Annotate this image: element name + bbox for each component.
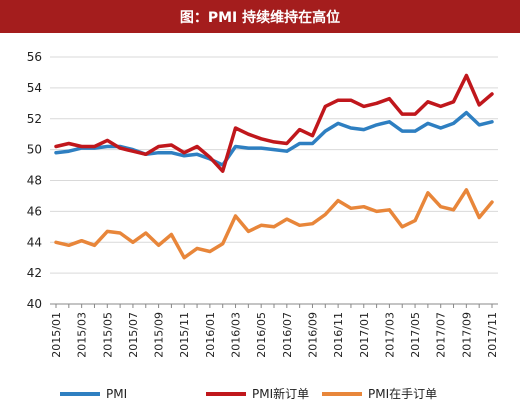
y-tick-label: 56 <box>27 50 42 64</box>
y-tick-label: 44 <box>27 235 42 249</box>
y-tick-label: 50 <box>27 143 42 157</box>
x-tick-label: 2015/11 <box>178 312 191 358</box>
chart-title: 图：PMI 持续维持在高位 <box>0 0 520 33</box>
series-lines <box>54 73 494 260</box>
x-tick-label: 2017/07 <box>435 312 448 358</box>
legend-label-2: PMI在手订单 <box>368 387 437 401</box>
x-tick-label: 2015/09 <box>153 312 166 358</box>
x-tick-label: 2016/01 <box>204 312 217 358</box>
y-tick-label: 48 <box>27 174 42 188</box>
x-tick-label: 2015/01 <box>50 312 63 358</box>
legend-label-0: PMI <box>106 387 127 401</box>
x-tick-label: 2016/11 <box>332 312 345 358</box>
series-line-2 <box>54 188 494 260</box>
x-tick-label: 2017/05 <box>409 312 422 358</box>
x-tick-label: 2015/07 <box>127 312 140 358</box>
series-line-1 <box>54 73 494 173</box>
x-axis: 2015/01 2015/03 2015/05 2015/07 2015/09 2015/… <box>50 303 499 358</box>
x-tick-label: 2016/09 <box>306 312 319 358</box>
y-tick-label: 52 <box>27 112 42 126</box>
x-tick-label: 2015/03 <box>76 312 89 358</box>
y-tick-label: 42 <box>27 266 42 280</box>
y-tick-label: 54 <box>27 81 42 95</box>
x-tick-label: 2017/09 <box>460 312 473 358</box>
x-tick-label: 2017/11 <box>486 312 499 358</box>
legend-label-1: PMI新订单 <box>252 386 309 401</box>
legend: PMI PMI新订单 PMI在手订单 <box>60 386 437 401</box>
x-tick-label: 2015/05 <box>101 312 114 358</box>
y-tick-label: 46 <box>27 204 42 218</box>
x-tick-label: 2016/03 <box>230 312 243 358</box>
y-axis: 40 42 44 46 48 50 52 54 56 <box>27 50 42 311</box>
x-tick-label: 2016/05 <box>255 312 268 358</box>
series-line-0 <box>54 110 494 167</box>
x-tick-label: 2017/01 <box>358 312 371 358</box>
grid-lines <box>50 56 498 305</box>
x-tick-label: 2016/07 <box>281 312 294 358</box>
x-tick-label: 2017/03 <box>383 312 396 358</box>
y-tick-label: 40 <box>27 297 42 311</box>
